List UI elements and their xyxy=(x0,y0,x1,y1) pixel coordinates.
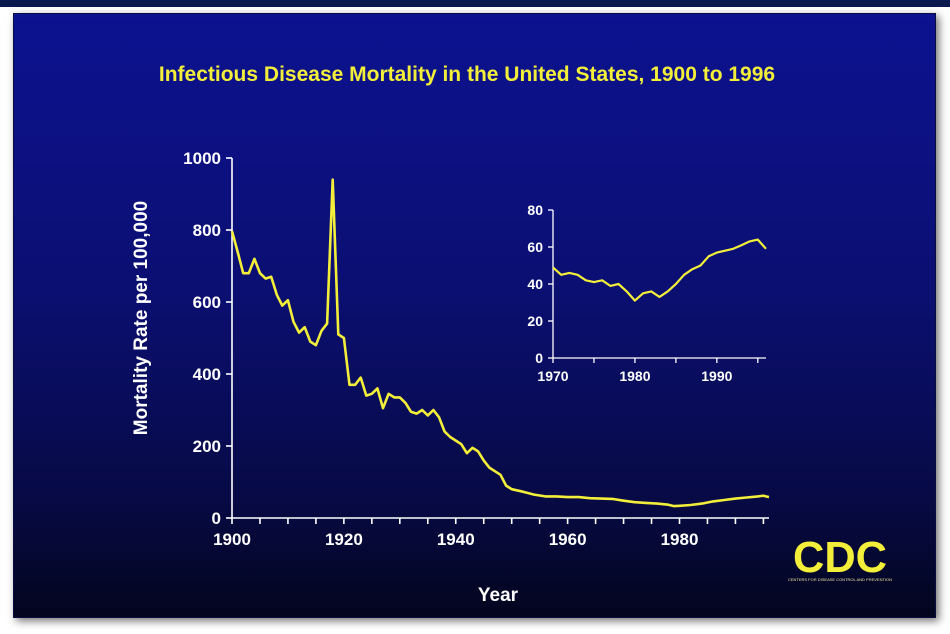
main-x-tick-label: 1960 xyxy=(549,530,587,549)
main-axes xyxy=(231,158,769,519)
top-border-bar xyxy=(0,0,950,7)
main-x-tick-label: 1980 xyxy=(661,530,699,549)
main-y-tick-label: 800 xyxy=(193,221,221,240)
main-y-tick-label: 0 xyxy=(212,509,221,528)
main-x-tick-label: 1900 xyxy=(213,530,251,549)
inset-axes xyxy=(552,210,766,359)
cdc-logo: CDC CENTERS FOR DISEASE CONTROL AND PREV… xyxy=(788,533,892,582)
cdc-logo-subtitle: CENTERS FOR DISEASE CONTROL AND PREVENTI… xyxy=(788,577,892,582)
inset-y-tick-label: 20 xyxy=(527,313,543,329)
inset-x-tick-label: 1970 xyxy=(537,368,568,384)
main-y-tick-label: 400 xyxy=(193,365,221,384)
inset-y-tick-label: 80 xyxy=(527,202,543,218)
inset-y-tick-label: 0 xyxy=(535,350,543,366)
inset-y-tick-label: 60 xyxy=(527,239,543,255)
main-y-tick-label: 600 xyxy=(193,293,221,312)
chart-title: Infectious Disease Mortality in the Unit… xyxy=(159,63,775,86)
slide-panel xyxy=(13,13,936,618)
main-x-tick-label: 1940 xyxy=(437,530,475,549)
inset-ticks: 0 20 40 60 80 1970 1980 1990 xyxy=(527,202,759,384)
main-y-tick-label: 1000 xyxy=(183,149,221,168)
inset-series-line xyxy=(552,238,767,302)
cdc-logo-text: CDC xyxy=(793,533,887,582)
main-x-tick-label: 1920 xyxy=(325,530,363,549)
main-y-tick-label: 200 xyxy=(193,437,221,456)
inset-x-tick-label: 1990 xyxy=(701,368,732,384)
inset-y-tick-label: 40 xyxy=(527,276,543,292)
x-axis-label: Year xyxy=(478,585,519,606)
main-series-line xyxy=(230,178,770,508)
inset-x-tick-label: 1980 xyxy=(619,368,650,384)
y-axis-label: Mortality Rate per 100,000 xyxy=(131,201,152,435)
